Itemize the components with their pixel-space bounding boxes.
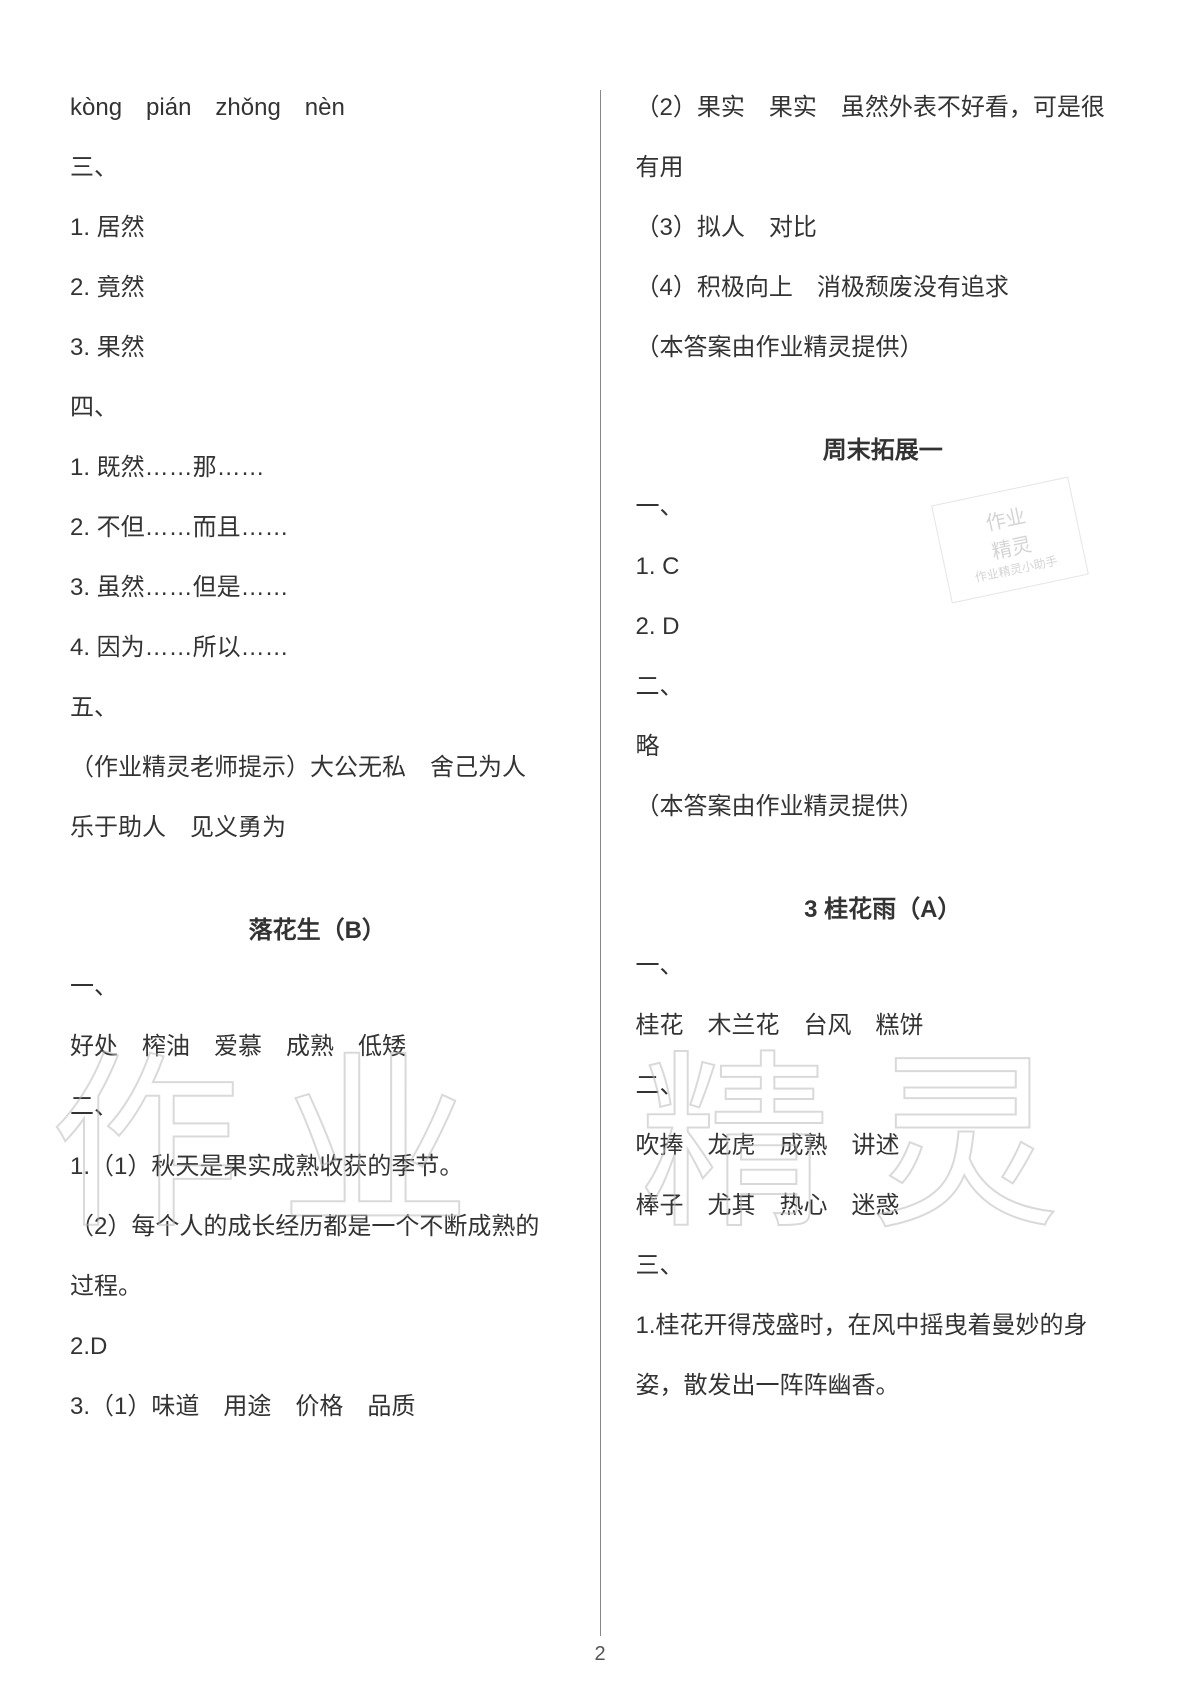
text-line: 桂花 木兰花 台风 糕饼	[636, 1008, 1131, 1044]
text-line: 棒子 尤其 热心 迷惑	[636, 1188, 1131, 1224]
text-line: 过程。	[70, 1269, 565, 1305]
text-line: （本答案由作业精灵提供）	[636, 789, 1131, 825]
text-line: 1. 既然……那……	[70, 450, 565, 486]
text-line: 2. 不但……而且……	[70, 510, 565, 546]
text-line: kòng pián zhǒng nèn	[70, 90, 565, 126]
text-line: 乐于助人 见义勇为	[70, 810, 565, 846]
section-heading: 周末拓展一	[636, 430, 1131, 465]
text-line: （4）积极向上 消极颓废没有追求	[636, 270, 1131, 306]
text-line: 二、	[636, 669, 1131, 705]
text-line: 一、	[636, 948, 1131, 984]
left-column: kòng pián zhǒng nèn 三、 1. 居然 2. 竟然 3. 果然…	[70, 90, 595, 1636]
text-line: 吹捧 龙虎 成熟 讲述	[636, 1128, 1131, 1164]
text-line: 2.D	[70, 1329, 565, 1365]
text-line: 略	[636, 729, 1131, 765]
page-number: 2	[594, 1643, 605, 1666]
text-line: 二、	[636, 1068, 1131, 1104]
right-column: （2）果实 果实 虽然外表不好看，可是很 有用 （3）拟人 对比 （4）积极向上…	[606, 90, 1131, 1636]
text-line: （本答案由作业精灵提供）	[636, 330, 1131, 366]
text-line: 四、	[70, 390, 565, 426]
text-line: 3. 虽然……但是……	[70, 570, 565, 606]
text-line: 二、	[70, 1089, 565, 1125]
text-line: 五、	[70, 690, 565, 726]
text-line: （3）拟人 对比	[636, 210, 1131, 246]
text-line: 3. 果然	[70, 330, 565, 366]
text-line: 2. D	[636, 609, 1131, 645]
text-line: （2）果实 果实 虽然外表不好看，可是很	[636, 90, 1131, 126]
column-divider	[600, 90, 601, 1636]
text-line: 2. 竟然	[70, 270, 565, 306]
text-line: （2）每个人的成长经历都是一个不断成熟的	[70, 1209, 565, 1245]
text-line: 三、	[70, 150, 565, 186]
section-heading: 3 桂花雨（A）	[636, 889, 1131, 924]
text-line: 一、	[70, 969, 565, 1005]
section-heading: 落花生（B）	[70, 910, 565, 945]
text-line: 三、	[636, 1248, 1131, 1284]
text-line: 3.（1）味道 用途 价格 品质	[70, 1389, 565, 1425]
text-line: 1.（1）秋天是果实成熟收获的季节。	[70, 1149, 565, 1185]
text-line: 姿，散发出一阵阵幽香。	[636, 1368, 1131, 1404]
text-line: 4. 因为……所以……	[70, 630, 565, 666]
text-line: （作业精灵老师提示）大公无私 舍己为人	[70, 750, 565, 786]
text-line: 1. 居然	[70, 210, 565, 246]
text-line: 好处 榨油 爱慕 成熟 低矮	[70, 1029, 565, 1065]
text-line: 1.桂花开得茂盛时，在风中摇曳着曼妙的身	[636, 1308, 1131, 1344]
page: kòng pián zhǒng nèn 三、 1. 居然 2. 竟然 3. 果然…	[0, 0, 1200, 1696]
text-line: 有用	[636, 150, 1131, 186]
